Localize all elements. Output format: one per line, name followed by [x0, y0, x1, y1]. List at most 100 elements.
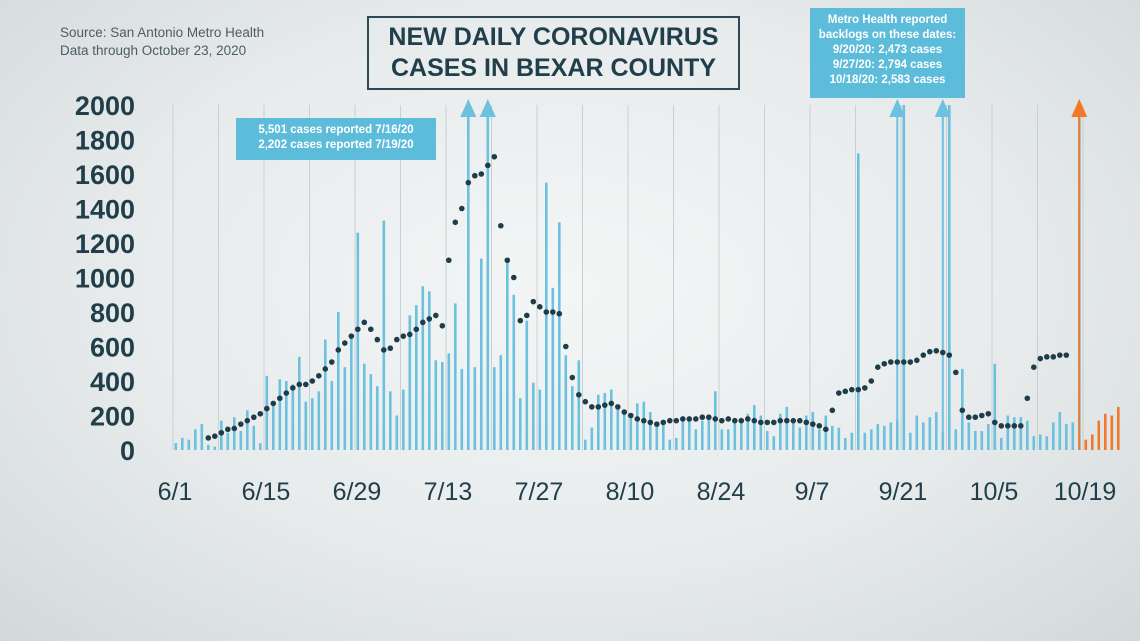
trend-dot	[888, 359, 894, 365]
trend-dot	[433, 312, 439, 319]
case-bar	[343, 367, 347, 450]
case-bar	[935, 412, 938, 450]
trend-dot	[673, 417, 680, 424]
y-tick-label: 1400	[75, 195, 135, 225]
case-bar	[1117, 406, 1120, 450]
trend-dot	[803, 419, 810, 426]
trend-dot	[823, 426, 829, 433]
trend-dot	[946, 352, 953, 358]
trend-dot	[1005, 423, 1011, 429]
trend-dot	[589, 404, 595, 410]
arrow-head	[889, 99, 906, 117]
y-tick-label: 1200	[75, 229, 135, 259]
case-bar	[805, 415, 808, 450]
note-line: 10/18/20: 2,583 cases	[829, 74, 946, 86]
case-bar	[174, 443, 178, 450]
case-bar	[824, 415, 828, 450]
case-bar	[811, 412, 815, 450]
trend-dot	[953, 369, 959, 376]
off-scale-arrows	[460, 99, 1088, 450]
case-bar	[337, 312, 340, 450]
trend-dot	[270, 400, 277, 407]
case-bar	[1000, 437, 1003, 450]
trend-dot	[283, 390, 290, 396]
case-bar	[584, 439, 587, 450]
x-tick-label: 7/13	[424, 478, 473, 506]
case-bar	[441, 362, 444, 450]
case-bar	[317, 391, 321, 450]
case-bar	[870, 429, 873, 450]
y-tick-label: 0	[120, 436, 135, 466]
trend-dot	[647, 419, 654, 426]
case-bar	[915, 415, 919, 450]
case-bar	[993, 363, 997, 450]
trend-dot	[459, 205, 465, 212]
case-bar	[213, 446, 217, 450]
trend-dot	[582, 398, 589, 405]
case-bar	[922, 422, 925, 450]
case-bar	[1013, 417, 1016, 450]
case-bar	[850, 432, 854, 450]
case-bar	[629, 417, 633, 450]
case-bar	[831, 425, 834, 450]
trend-dot	[979, 412, 985, 419]
case-bar	[480, 258, 483, 450]
case-bar	[499, 355, 503, 450]
trend-dot	[524, 312, 530, 319]
note-line: 9/27/20: 2,794 cases	[832, 59, 943, 71]
trend-dot	[244, 417, 251, 424]
case-bar	[330, 381, 334, 450]
trend-dot	[777, 417, 784, 424]
case-bar	[987, 424, 990, 450]
case-bar	[272, 405, 275, 450]
case-bar	[233, 417, 236, 450]
case-bar	[434, 360, 438, 450]
trend-dot	[732, 417, 738, 424]
trend-dot	[498, 222, 504, 229]
case-bar	[363, 363, 366, 450]
x-tick-label: 9/21	[879, 478, 928, 506]
trend-dot	[303, 381, 309, 388]
case-bar	[642, 401, 646, 450]
arrow-head	[460, 99, 477, 117]
trend-dot	[660, 419, 667, 426]
trend-dot	[602, 402, 608, 408]
trend-dot	[264, 405, 270, 412]
case-bar	[389, 391, 392, 450]
x-tick-label: 6/29	[333, 478, 382, 506]
note-line: Metro Health reported	[827, 14, 948, 26]
case-bar	[636, 403, 639, 450]
x-tick-label: 7/27	[515, 478, 564, 506]
trend-dot	[205, 435, 212, 441]
y-tick-label: 600	[90, 333, 135, 363]
case-bar	[779, 413, 782, 450]
case-bar	[564, 355, 568, 450]
case-bar	[545, 182, 548, 450]
case-bar	[519, 398, 522, 450]
trend-dot	[719, 417, 725, 424]
trend-dot	[836, 390, 842, 396]
x-tick-label: 9/7	[795, 478, 830, 506]
grid-lines	[172, 105, 1084, 450]
case-bar	[1065, 424, 1068, 450]
case-bar	[207, 444, 210, 450]
case-bar	[369, 374, 373, 450]
case-bar	[421, 286, 425, 450]
trend-dot	[849, 386, 855, 393]
trend-dot	[355, 326, 361, 333]
trend-dot	[712, 416, 719, 422]
case-bar	[1052, 422, 1055, 450]
case-bar	[1006, 415, 1010, 450]
case-bar	[473, 367, 477, 450]
case-bar	[954, 429, 958, 450]
case-bar	[415, 305, 418, 450]
case-bar	[350, 337, 353, 450]
case-bar	[688, 418, 691, 450]
case-bar	[187, 439, 191, 450]
case-bar	[311, 398, 314, 450]
case-bar	[889, 422, 893, 450]
trend-dot	[901, 359, 907, 365]
x-tick-label: 8/24	[697, 478, 746, 506]
case-bar	[571, 386, 574, 450]
trend-dot	[972, 414, 979, 421]
